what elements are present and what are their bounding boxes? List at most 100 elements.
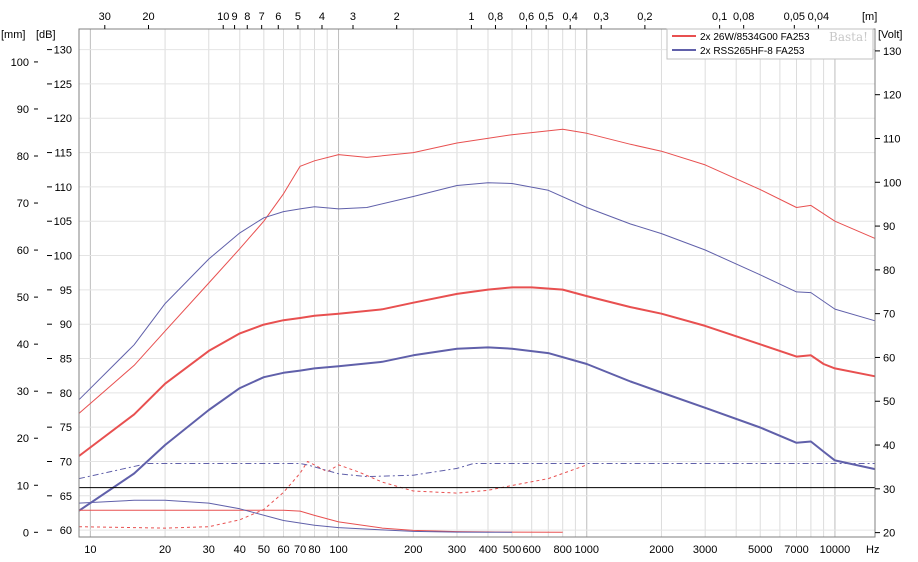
- excursion-tick-label: 100: [11, 57, 29, 69]
- top-tick-label: 20: [142, 11, 154, 23]
- spl-tick-label: 100: [54, 251, 72, 263]
- spl-tick-label: 115: [54, 148, 72, 160]
- x-axis: 10 20 30 40 50 60 70 80 100 200 300 400 500 600 800 100…: [84, 544, 879, 556]
- x-tick-label: 400: [479, 544, 497, 556]
- top-tick-label: 0,05: [784, 11, 805, 23]
- spl-tick-label: 80: [60, 388, 72, 400]
- spl-tick-label: 110: [54, 182, 72, 194]
- volt-tick-label: 30: [883, 484, 895, 496]
- series-line-spl_max-1: [78, 182, 876, 401]
- top-tick-label: 0,08: [733, 11, 754, 23]
- excursion-tick-label: 60: [17, 245, 29, 257]
- x-tick-label: 7000: [784, 544, 808, 556]
- legend: 2x 26W/8534G00 FA253 2x RSS265HF-8 FA253: [666, 28, 874, 60]
- top-tick-label: 0,5: [538, 11, 553, 23]
- x-tick-label: 30: [203, 544, 215, 556]
- spl-tick-label: 130: [54, 45, 72, 57]
- top-tick-label: 0,6: [519, 11, 534, 23]
- legend-label: 2x RSS265HF-8 FA253: [700, 46, 805, 57]
- spl-tick-label: 95: [60, 285, 72, 297]
- series-line-voltage-3: [78, 346, 876, 512]
- x-tick-label: 40: [234, 544, 246, 556]
- x-tick-label: 70: [294, 544, 306, 556]
- spl-tick-label: 125: [54, 79, 72, 91]
- top-tick-label: 0,1: [712, 11, 727, 23]
- top-tick-label: 5: [295, 11, 301, 23]
- legend-label: 2x 26W/8534G00 FA253: [700, 32, 810, 43]
- grid: [79, 29, 875, 537]
- legend-box: [666, 28, 874, 60]
- top-tick-label: 0,3: [594, 11, 609, 23]
- excursion-tick-label: 10: [17, 480, 29, 492]
- spl-tick-label: 90: [60, 319, 72, 331]
- volt-tick-label: 90: [883, 221, 895, 233]
- x-tick-label: 600: [523, 544, 541, 556]
- top-tick-label: 4: [319, 11, 325, 23]
- spl-unit-label: [dB]: [36, 29, 56, 41]
- spl-tick-label: 120: [54, 113, 72, 125]
- volt-tick-label: 20: [883, 528, 895, 540]
- excursion-tick-label: 40: [17, 339, 29, 351]
- x-tick-label: 100: [329, 544, 347, 556]
- watermark: Basta!: [829, 30, 868, 44]
- volt-tick-label: 100: [883, 177, 901, 189]
- left-axes: 60 65 70 75 80 85 90 95 100 105 110 115 120 125 130 0 10…: [1, 29, 72, 539]
- volt-tick-label: 40: [883, 440, 895, 452]
- excursion-tick-label: 90: [17, 104, 29, 116]
- excursion-tick-label: 30: [17, 386, 29, 398]
- top-tick-label: 0,2: [637, 11, 652, 23]
- top-tick-label: 6: [275, 11, 281, 23]
- series-line-excursion-5: [78, 499, 512, 533]
- spl-tick-label: 85: [60, 354, 72, 366]
- top-tick-label: 8: [244, 11, 250, 23]
- x-tick-label: 80: [308, 544, 320, 556]
- excursion-tick-label: 80: [17, 151, 29, 163]
- top-axis-unit-label: [m]: [862, 11, 877, 23]
- plot-frame: [78, 28, 876, 538]
- x-tick-label: 10000: [820, 544, 851, 556]
- excursion-unit-label: [mm]: [1, 29, 25, 41]
- top-tick-label: 9: [232, 11, 238, 23]
- spl-tick-label: 65: [60, 491, 72, 503]
- x-tick-label: 500: [503, 544, 521, 556]
- top-tick-label: 30: [99, 11, 111, 23]
- top-tick-label: 10: [217, 11, 229, 23]
- x-tick-label: 800: [554, 544, 572, 556]
- series-line-limit-7: [78, 463, 875, 480]
- volt-tick-label: 120: [883, 90, 901, 102]
- volt-tick-label: 60: [883, 352, 895, 364]
- x-tick-label: 300: [448, 544, 466, 556]
- volt-tick-label: 50: [883, 396, 895, 408]
- series-line-voltage-2: [78, 286, 876, 457]
- top-axis: 30 20 10 9 8 7 6 5 4 3 2 1 0,8 0,6 0,5 0,4 0,3 0,2 0,1 0,08…: [99, 11, 877, 29]
- series-layer: [78, 128, 876, 533]
- volt-unit-label: [Volt]: [878, 29, 902, 41]
- top-tick-label: 0,04: [808, 11, 829, 23]
- top-tick-label: 0,4: [563, 11, 578, 23]
- x-tick-label: 50: [258, 544, 270, 556]
- top-tick-label: 7: [259, 11, 265, 23]
- spl-tick-label: 105: [54, 216, 72, 228]
- spl-tick-label: 60: [60, 525, 72, 537]
- x-tick-label: 3000: [693, 544, 717, 556]
- x-tick-label: 10: [84, 544, 96, 556]
- x-axis-unit-label: Hz: [866, 544, 879, 556]
- top-tick-label: 1: [468, 11, 474, 23]
- volt-tick-label: 130: [883, 46, 901, 58]
- top-tick-label: 2: [394, 11, 400, 23]
- excursion-tick-label: 0: [23, 527, 29, 539]
- excursion-tick-label: 20: [17, 433, 29, 445]
- top-tick-label: 3: [350, 11, 356, 23]
- excursion-tick-label: 70: [17, 198, 29, 210]
- spl-tick-label: 75: [60, 422, 72, 434]
- series-line-spl_max-0: [78, 128, 876, 414]
- x-tick-label: 2000: [649, 544, 673, 556]
- x-tick-label: 20: [159, 544, 171, 556]
- volt-tick-label: 80: [883, 265, 895, 277]
- right-axis: 20 30 40 50 60 70 80 90 100 110 120 130 [Volt]: [875, 29, 902, 540]
- volt-tick-label: 110: [883, 133, 901, 145]
- x-tick-label: 1000: [575, 544, 599, 556]
- excursion-tick-label: 50: [17, 292, 29, 304]
